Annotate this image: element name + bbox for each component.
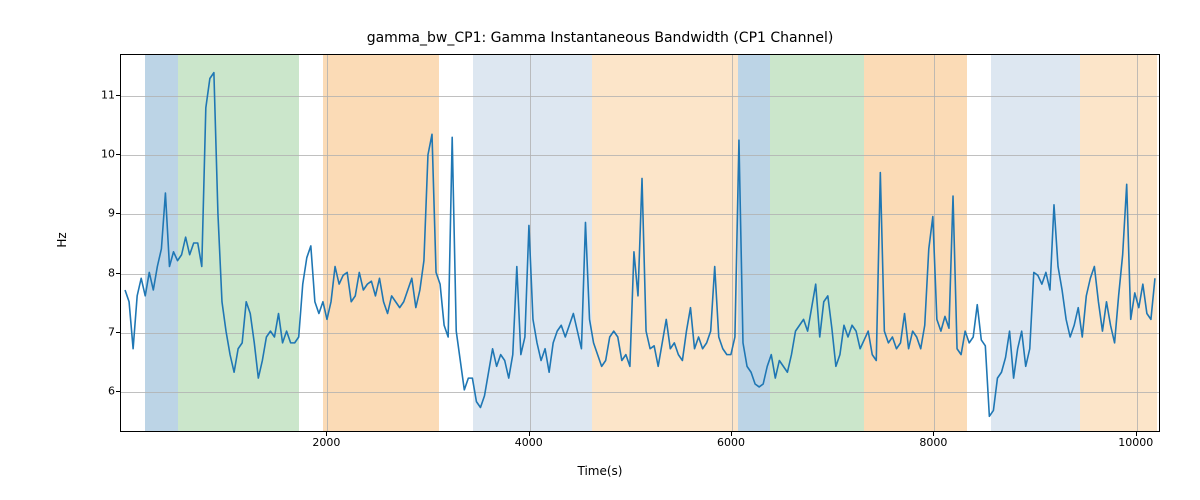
y-tick-mark <box>116 213 120 214</box>
x-tick-mark <box>933 432 934 436</box>
figure: gamma_bw_CP1: Gamma Instantaneous Bandwi… <box>0 0 1200 500</box>
x-tick-mark <box>326 432 327 436</box>
chart-title: gamma_bw_CP1: Gamma Instantaneous Bandwi… <box>0 30 1200 46</box>
x-tick-label: 8000 <box>919 436 947 449</box>
y-tick-mark <box>116 332 120 333</box>
x-axis-label: Time(s) <box>0 464 1200 478</box>
x-tick-mark <box>1136 432 1137 436</box>
y-tick-label: 11 <box>75 89 115 102</box>
x-tick-label: 10000 <box>1118 436 1153 449</box>
y-tick-mark <box>116 95 120 96</box>
x-tick-label: 2000 <box>312 436 340 449</box>
line-series <box>121 55 1159 431</box>
x-tick-label: 4000 <box>515 436 543 449</box>
series-line <box>125 73 1155 417</box>
y-tick-label: 10 <box>75 148 115 161</box>
y-axis-label: Hz <box>55 232 69 247</box>
y-tick-label: 7 <box>75 325 115 338</box>
x-tick-label: 6000 <box>717 436 745 449</box>
y-tick-label: 9 <box>75 207 115 220</box>
x-tick-mark <box>529 432 530 436</box>
x-tick-mark <box>731 432 732 436</box>
y-tick-label: 8 <box>75 266 115 279</box>
plot-area <box>120 54 1160 432</box>
y-tick-mark <box>116 273 120 274</box>
y-tick-label: 6 <box>75 384 115 397</box>
y-tick-mark <box>116 391 120 392</box>
y-tick-mark <box>116 154 120 155</box>
